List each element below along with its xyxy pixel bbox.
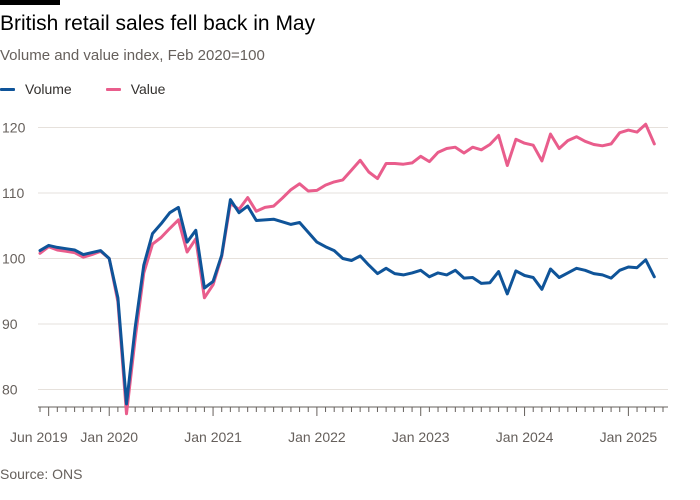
brand-top-bar	[0, 0, 60, 5]
x-axis: Jun 2019 Jan 2020 Jan 2021 Jan 2022 Jan 2023…	[10, 406, 668, 445]
x-tick-label: Jan 2022	[288, 429, 346, 445]
y-tick-label: 100	[2, 251, 26, 267]
volume-series-line	[38, 198, 656, 406]
x-tick-label: Jan 2021	[184, 429, 242, 445]
series-lines	[38, 122, 656, 416]
y-tick-label: 110	[2, 185, 25, 201]
source-note: Source: ONS	[0, 466, 83, 482]
y-tick-label: 90	[2, 316, 18, 332]
legend-swatch-value	[105, 87, 121, 91]
legend-label-volume: Volume	[25, 81, 72, 97]
legend-swatch-volume	[0, 87, 15, 91]
x-tick-label: Jan 2024	[496, 429, 554, 445]
y-axis-labels: 80 90 100 110 120	[2, 120, 26, 398]
x-tick-label: Jan 2020	[80, 429, 138, 445]
x-tick-label: Jan 2025	[600, 429, 658, 445]
y-tick-label: 80	[2, 382, 18, 398]
chart-legend: Volume Value	[0, 79, 199, 99]
y-tick-label: 120	[2, 120, 26, 136]
legend-item-value: Value	[105, 81, 166, 97]
x-tick-label: Jan 2023	[392, 429, 450, 445]
chart-subtitle: Volume and value index, Feb 2020=100	[0, 47, 265, 64]
legend-label-value: Value	[130, 81, 166, 97]
x-tick-label: Jun 2019	[10, 429, 68, 445]
legend-item-volume: Volume	[0, 81, 72, 97]
chart-title: British retail sales fell back in May	[0, 12, 316, 35]
value-series-line	[38, 122, 656, 416]
